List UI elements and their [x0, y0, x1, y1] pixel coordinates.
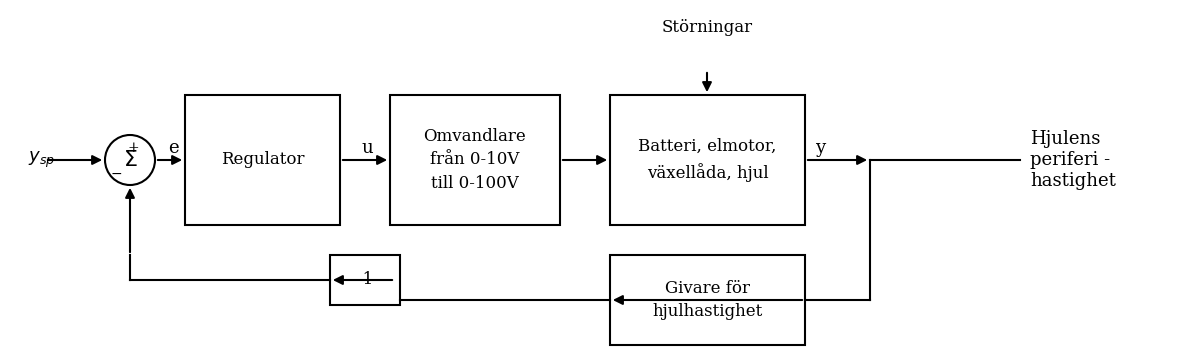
Text: e: e [168, 139, 178, 157]
Bar [609, 95, 805, 225]
Text: y: y [815, 139, 826, 157]
Text: Störningar: Störningar [662, 19, 752, 36]
Text: $\Sigma$: $\Sigma$ [122, 149, 138, 171]
Bar [185, 95, 340, 225]
Bar [609, 255, 805, 345]
Text: Givare för
hjulhastighet: Givare för hjulhastighet [652, 280, 763, 320]
Text: -1: -1 [356, 271, 373, 288]
Text: Omvandlare
från 0-10V
till 0-100V: Omvandlare från 0-10V till 0-100V [424, 128, 526, 192]
Text: u: u [361, 139, 373, 157]
Text: Regulator: Regulator [221, 152, 304, 168]
Text: Hjulens
periferi -
hastighet: Hjulens periferi - hastighet [1030, 130, 1116, 190]
Text: $y_{sp}$: $y_{sp}$ [29, 150, 55, 170]
Circle shape [105, 135, 154, 185]
Text: Batteri, elmotor,
växellåda, hjul: Batteri, elmotor, växellåda, hjul [638, 138, 777, 182]
Bar [330, 255, 400, 305]
Bar [390, 95, 560, 225]
Text: −: − [110, 167, 122, 181]
Text: +: + [127, 140, 139, 154]
